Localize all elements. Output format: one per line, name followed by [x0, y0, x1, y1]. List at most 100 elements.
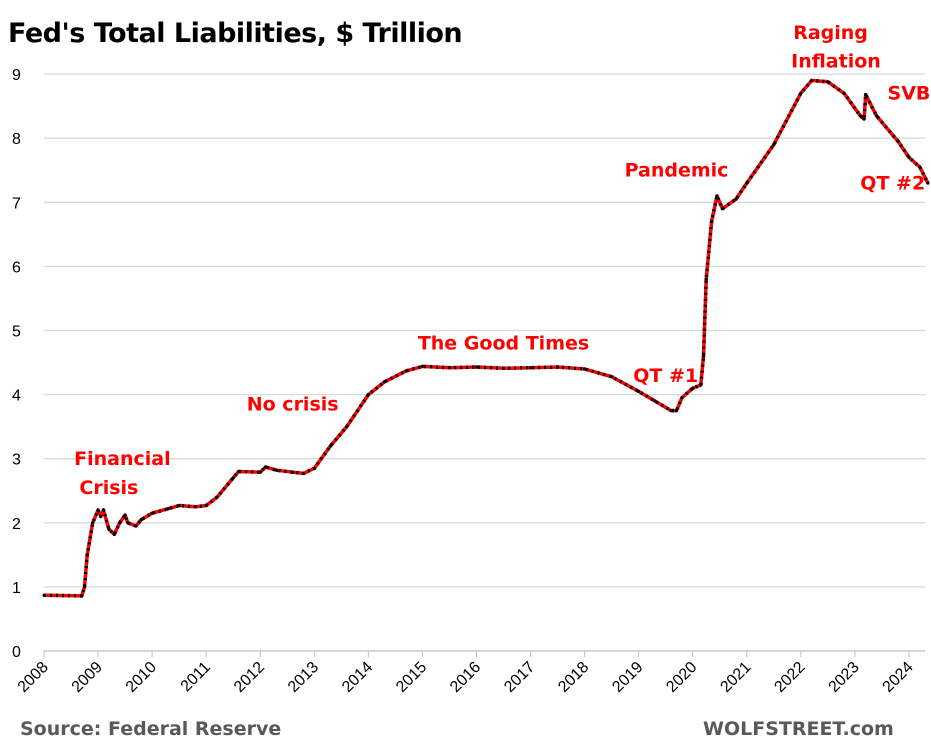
data-point [862, 117, 866, 121]
data-point [237, 469, 241, 474]
annotation-label: QT #2 [860, 172, 925, 194]
data-point [366, 393, 370, 397]
x-tick-label: 2020 [663, 659, 700, 696]
data-point [96, 508, 100, 512]
annotation-label: SVB [888, 83, 931, 105]
data-point [118, 521, 122, 525]
data-point [610, 375, 614, 379]
data-point [80, 594, 84, 598]
data-point [715, 194, 719, 198]
data-point [772, 143, 776, 147]
data-point [745, 181, 749, 185]
data-point [274, 468, 279, 472]
data-point [123, 513, 127, 517]
data-point [177, 503, 181, 508]
data-point [328, 444, 333, 448]
data-point [204, 503, 208, 508]
data-point [555, 365, 560, 369]
data-point [926, 181, 930, 185]
data-point [258, 470, 262, 474]
y-tick-label: 8 [12, 131, 21, 148]
data-point [826, 80, 830, 84]
data-point [231, 476, 235, 480]
y-tick-label: 1 [12, 580, 21, 597]
data-point [701, 354, 706, 358]
data-point [474, 365, 479, 369]
y-tick-label: 7 [12, 195, 21, 212]
data-point [112, 532, 116, 536]
y-tick-label: 6 [12, 259, 21, 276]
data-point [126, 521, 130, 525]
data-point [734, 197, 738, 201]
data-point [420, 364, 425, 368]
data-point [874, 114, 879, 118]
x-tick-label: 2009 [69, 659, 106, 696]
data-point [166, 507, 170, 511]
data-point [264, 465, 268, 469]
data-point [907, 155, 911, 160]
data-point [42, 593, 46, 597]
x-tick-label: 2024 [880, 659, 917, 696]
data-point [918, 165, 922, 169]
x-tick-label: 2022 [771, 659, 808, 696]
data-point [107, 527, 111, 531]
annotation-label: Financial [74, 448, 170, 470]
annotation-label: The Good Times [418, 333, 589, 355]
annotation-label: No crisis [247, 394, 339, 416]
chart-title: Fed's Total Liabilities, $ Trillion [8, 18, 463, 49]
data-point [637, 389, 641, 393]
brand-label: WOLFSTREET.com [703, 718, 894, 740]
y-tick-label: 4 [12, 388, 21, 405]
x-tick-label: 2013 [285, 659, 322, 696]
data-point [691, 386, 695, 390]
annotation-label: Pandemic [625, 160, 729, 182]
data-point [842, 91, 846, 95]
y-tick-label: 3 [12, 452, 21, 469]
data-point [699, 383, 703, 387]
data-point [382, 380, 387, 384]
data-point [99, 514, 103, 518]
y-tick-label: 9 [12, 67, 21, 84]
data-point [345, 425, 349, 429]
data-point [669, 409, 673, 413]
data-point [528, 366, 533, 370]
x-tick-label: 2019 [609, 659, 646, 696]
data-point [150, 511, 154, 515]
data-point [82, 585, 87, 589]
data-point [447, 366, 452, 370]
data-point [215, 495, 219, 499]
data-point [896, 139, 900, 144]
data-point [704, 277, 708, 281]
data-point [653, 399, 657, 403]
data-point [301, 471, 306, 476]
data-point [583, 367, 587, 371]
data-point [139, 517, 143, 522]
x-tick-label: 2023 [826, 659, 863, 696]
data-point [680, 396, 684, 400]
data-point [85, 553, 89, 557]
data-point [134, 524, 138, 528]
x-tick-label: 2012 [231, 659, 268, 696]
data-point [720, 207, 725, 211]
y-tick-label: 5 [12, 324, 21, 341]
data-point [312, 466, 316, 470]
x-tick-label: 2008 [15, 659, 52, 696]
x-tick-label: 2016 [447, 659, 484, 696]
x-tick-label: 2011 [178, 659, 214, 695]
data-point [710, 219, 714, 224]
data-point [810, 78, 814, 83]
x-tick-label: 2015 [393, 659, 430, 696]
annotation-label: Crisis [79, 477, 138, 499]
y-tick-label: 0 [12, 644, 21, 661]
x-tick-label: 2014 [339, 659, 376, 696]
data-point [674, 409, 679, 413]
data-point [404, 369, 408, 373]
data-point [193, 505, 197, 509]
data-point [101, 508, 106, 512]
annotation-label: Inflation [791, 51, 881, 73]
data-point [501, 366, 506, 370]
data-point [291, 470, 295, 474]
x-tick-label: 2021 [717, 659, 754, 696]
series-markers [43, 78, 930, 598]
